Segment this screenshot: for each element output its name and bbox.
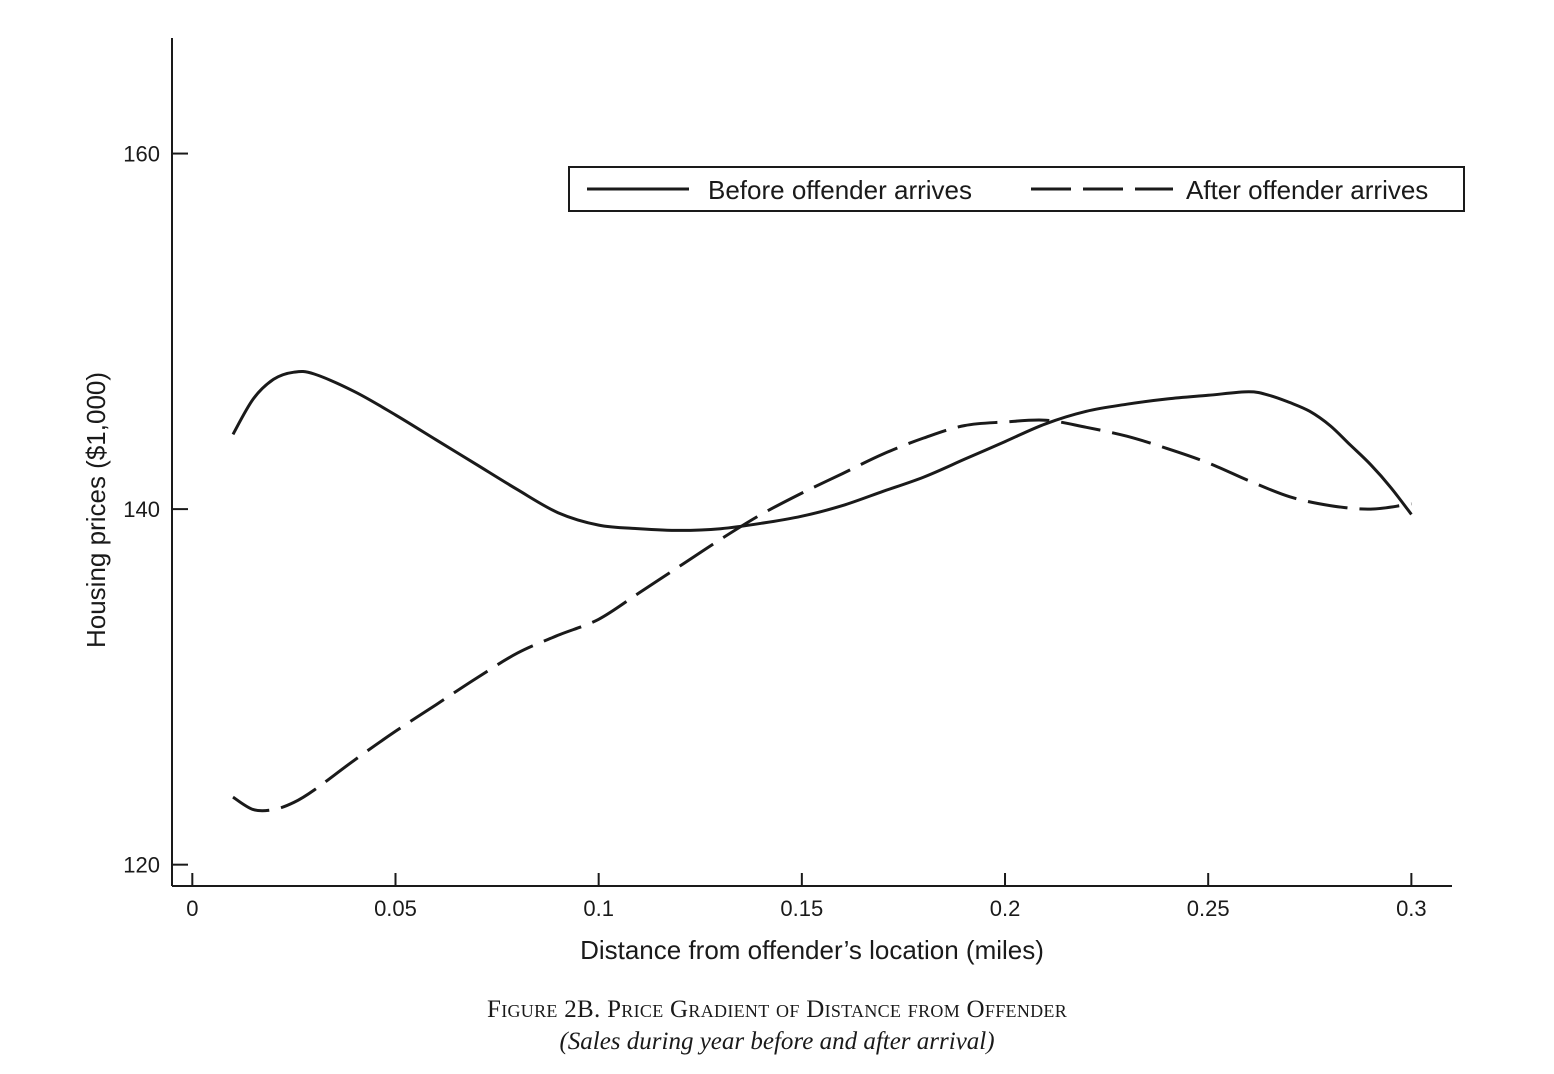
figure-subtitle: (Sales during year before and after arri… <box>559 1028 995 1055</box>
x-axis-label: Distance from offender’s location (miles… <box>580 935 1044 965</box>
series-line-after <box>232 418 1412 813</box>
x-tick-label: 0.05 <box>374 896 417 921</box>
legend-label-after: After offender arrives <box>1186 175 1428 205</box>
legend-label-before: Before offender arrives <box>708 175 972 205</box>
y-tick-label: 140 <box>123 497 160 522</box>
x-ticks: 0 0.05 0.1 0.15 0.2 0.25 0.3 <box>186 873 1427 921</box>
y-axis-label: Housing prices ($1,000) <box>81 372 111 648</box>
x-tick-label: 0.15 <box>780 896 823 921</box>
figure-title: Figure 2B. Price Gradient of Distance fr… <box>486 996 1068 1023</box>
x-tick-label: 0 <box>186 896 198 921</box>
x-tick-label: 0.3 <box>1396 896 1427 921</box>
y-tick-label: 120 <box>123 853 160 878</box>
legend-box <box>568 166 1465 212</box>
series-layer <box>231 370 1413 813</box>
y-ticks: 120 140 160 <box>123 142 188 878</box>
legend: Before offender arrives After offender a… <box>568 166 1465 212</box>
x-tick-label: 0.2 <box>990 896 1021 921</box>
y-tick-label: 160 <box>123 142 160 167</box>
series-line-before <box>231 370 1413 532</box>
x-tick-label: 0.1 <box>583 896 614 921</box>
x-tick-label: 0.25 <box>1187 896 1230 921</box>
axes <box>171 38 1452 887</box>
